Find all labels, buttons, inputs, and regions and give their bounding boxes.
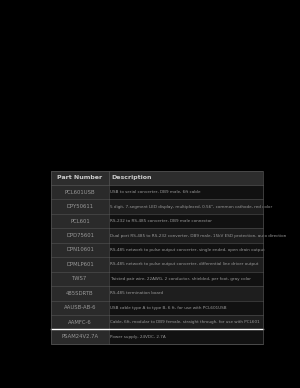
Bar xyxy=(109,243,263,257)
Text: RS-485 termination board: RS-485 termination board xyxy=(110,291,164,295)
Bar xyxy=(109,228,263,243)
Text: Description: Description xyxy=(111,175,152,180)
Text: Cable, 6ft, modular to DB9 female, straight through, for use with PCL601: Cable, 6ft, modular to DB9 female, strai… xyxy=(110,320,260,324)
Bar xyxy=(52,199,109,214)
Bar xyxy=(109,301,263,315)
Bar xyxy=(109,329,263,344)
Bar xyxy=(52,286,109,301)
Bar xyxy=(52,243,109,257)
Bar xyxy=(109,257,263,272)
Bar xyxy=(109,286,263,301)
Text: 485SDRTB: 485SDRTB xyxy=(66,291,94,296)
Bar xyxy=(52,329,109,344)
Bar xyxy=(52,228,109,243)
Text: RS-485 network to pulse output converter, single ended, open drain output: RS-485 network to pulse output converter… xyxy=(110,248,265,252)
Bar xyxy=(109,185,263,199)
Bar xyxy=(109,315,263,329)
Text: RS-485 network to pulse output converter, differential line driver output: RS-485 network to pulse output converter… xyxy=(110,262,259,267)
Bar xyxy=(109,272,263,286)
Text: Part Number: Part Number xyxy=(58,175,103,180)
Text: PCL601: PCL601 xyxy=(70,218,90,223)
Text: TWS7: TWS7 xyxy=(72,276,88,281)
Text: AAMFC-6: AAMFC-6 xyxy=(68,320,92,325)
Text: Twisted pair wire, 22AWG, 2 conductor, shielded, per foot, gray color: Twisted pair wire, 22AWG, 2 conductor, s… xyxy=(110,277,251,281)
Text: DPMLP601: DPMLP601 xyxy=(66,262,94,267)
Bar xyxy=(52,257,109,272)
Bar xyxy=(52,185,109,199)
Bar xyxy=(109,214,263,228)
Text: DPN10601: DPN10601 xyxy=(66,248,94,253)
Text: Power supply, 24VDC, 2.7A: Power supply, 24VDC, 2.7A xyxy=(110,334,166,339)
Text: USB cable type A to type B, 6 ft, for use with PCL601USB: USB cable type A to type B, 6 ft, for us… xyxy=(110,306,227,310)
Bar xyxy=(52,315,109,329)
Bar xyxy=(52,214,109,228)
Text: RS-232 to RS-485 converter, DB9 male connector: RS-232 to RS-485 converter, DB9 male con… xyxy=(110,219,212,223)
Bar xyxy=(52,171,263,185)
Text: AAUSB-AB-6: AAUSB-AB-6 xyxy=(64,305,96,310)
Bar xyxy=(52,272,109,286)
Text: DPY50611: DPY50611 xyxy=(67,204,94,209)
Text: Dual port RS-485 to RS-232 converter, DB9 male, 15kV ESD protection, auto direct: Dual port RS-485 to RS-232 converter, DB… xyxy=(110,234,287,237)
Text: PSAM24V2.7A: PSAM24V2.7A xyxy=(61,334,99,339)
Text: 5 digit, 7-segment LED display, multiplexed, 0.56", common cathode, red color: 5 digit, 7-segment LED display, multiple… xyxy=(110,204,273,209)
Text: USB to serial converter, DB9 male, 6ft cable: USB to serial converter, DB9 male, 6ft c… xyxy=(110,190,201,194)
Text: PCL601USB: PCL601USB xyxy=(65,190,95,195)
Text: DPD75601: DPD75601 xyxy=(66,233,94,238)
Bar xyxy=(52,301,109,315)
Bar xyxy=(109,199,263,214)
Bar xyxy=(52,171,263,344)
